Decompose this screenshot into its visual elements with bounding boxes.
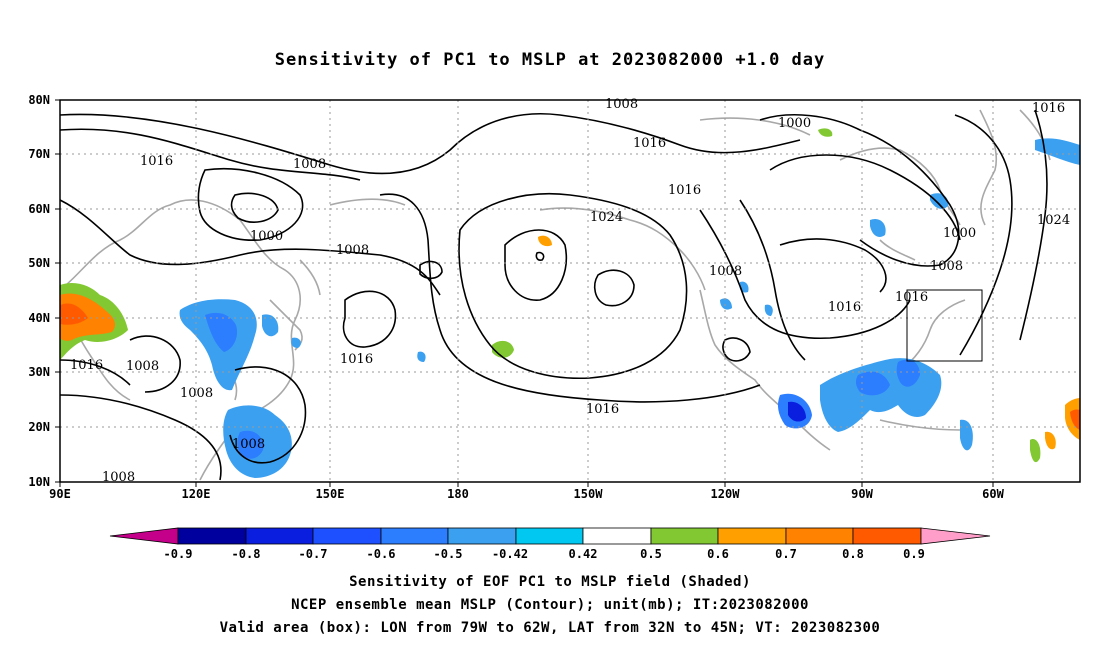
contour-label: 1024: [590, 210, 623, 225]
colorbar-cell: [447, 527, 517, 545]
sensitivity-shading: [60, 128, 1080, 478]
lat-label: 60N: [28, 202, 50, 216]
lat-label: 20N: [28, 420, 50, 434]
colorbar-cell: [717, 527, 787, 545]
colorbar-cell: [312, 527, 382, 545]
contour-label: 1000: [250, 229, 283, 244]
lat-label: 50N: [28, 256, 50, 270]
colorbar-cell: [582, 527, 652, 545]
contour-label: 1016: [828, 300, 861, 315]
colorbar-label: 0.8: [842, 547, 864, 561]
axis-ticks: [55, 99, 994, 487]
latitude-labels: 80N 70N 60N 50N 40N 30N 20N 10N: [28, 93, 50, 489]
colorbar-label: 0.6: [707, 547, 729, 561]
colorbar-label: -0.6: [367, 547, 396, 561]
caption-line-1: Sensitivity of EOF PC1 to MSLP field (Sh…: [349, 574, 751, 590]
contour-label: 1016: [1032, 101, 1065, 116]
colorbar: [109, 527, 991, 545]
contour-label: 1016: [668, 183, 701, 198]
contour-label: 1008: [930, 259, 963, 274]
lat-label: 70N: [28, 147, 50, 161]
colorbar-cell: [920, 527, 991, 545]
colorbar-label: -0.7: [299, 547, 328, 561]
map-frame: [59, 99, 1081, 483]
colorbar-cell: [852, 527, 922, 545]
colorbar-cell: [109, 527, 179, 545]
contour-label: 1008: [232, 437, 265, 452]
lon-label: 120E: [182, 487, 211, 501]
colorbar-cell: [177, 527, 247, 545]
contour-label: 1008: [126, 359, 159, 374]
contour-label: 1016: [895, 290, 928, 305]
contour-label: 1008: [293, 157, 326, 172]
colorbar-label: -0.8: [232, 547, 261, 561]
lat-label: 30N: [28, 365, 50, 379]
colorbar-cell: [245, 527, 314, 545]
colorbar-cell: [650, 527, 719, 545]
mslp-contours: [59, 109, 1048, 481]
colorbar-cell: [380, 527, 449, 545]
colorbar-label: -0.5: [434, 547, 463, 561]
contour-label: 1000: [778, 116, 811, 131]
lon-label: 150E: [316, 487, 345, 501]
gridlines: [60, 100, 1080, 482]
contour-label: 1016: [633, 136, 666, 151]
contour-label: 1008: [709, 264, 742, 279]
colorbar-label: 0.5: [640, 547, 662, 561]
lon-label: 180: [447, 487, 469, 501]
lon-label: 60W: [982, 487, 1004, 501]
lat-label: 10N: [28, 475, 50, 489]
lat-label: 40N: [28, 311, 50, 325]
lon-label: 120W: [711, 487, 741, 501]
contour-label: 1008: [336, 243, 369, 258]
lat-label: 80N: [28, 93, 50, 107]
lon-label: 150W: [574, 487, 604, 501]
caption-line-3: Valid area (box): LON from 79W to 62W, L…: [219, 620, 881, 636]
colorbar-label: -0.42: [492, 547, 528, 561]
contour-label: 1016: [140, 154, 173, 169]
colorbar-cell: [515, 527, 584, 545]
colorbar-label: 0.42: [569, 547, 598, 561]
longitude-labels: 90E 120E 150E 180 150W 120W 90W 60W: [49, 487, 1004, 501]
colorbar-label: 0.7: [775, 547, 797, 561]
lon-label: 90E: [49, 487, 71, 501]
map-title: Sensitivity of PC1 to MSLP at 2023082000…: [274, 50, 826, 70]
contour-label: 1008: [180, 386, 213, 401]
colorbar-label: -0.9: [164, 547, 193, 561]
colorbar-label: 0.9: [903, 547, 925, 561]
colorbar-cell: [785, 527, 854, 545]
contour-label: 1024: [1037, 213, 1070, 228]
contour-label: 1016: [340, 352, 373, 367]
lon-label: 90W: [851, 487, 873, 501]
colorbar-labels: -0.9 -0.8 -0.7 -0.6 -0.5 -0.42 0.42 0.5 …: [164, 547, 925, 561]
contour-label: 1016: [586, 402, 619, 417]
contour-label: 1000: [943, 226, 976, 241]
valid-area-box: [906, 289, 983, 362]
contour-label: 1016: [70, 358, 103, 373]
caption-line-2: NCEP ensemble mean MSLP (Contour); unit(…: [291, 597, 809, 613]
